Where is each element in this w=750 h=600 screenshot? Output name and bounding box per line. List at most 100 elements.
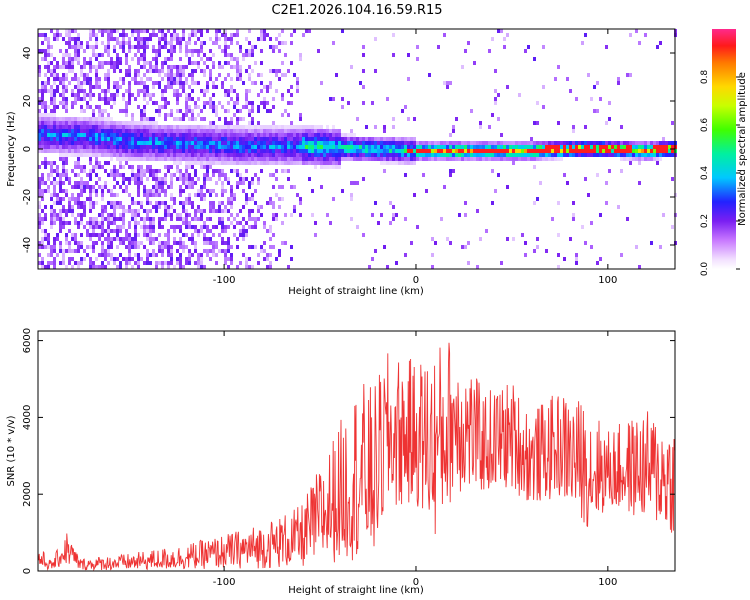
spectrogram-cell	[203, 129, 206, 133]
spectrogram-cell	[95, 201, 98, 205]
spectrogram-cell	[470, 145, 473, 149]
spectrogram-cell	[575, 141, 578, 145]
spectrogram-cell	[59, 197, 62, 201]
spectrogram-cell	[140, 117, 143, 121]
spectrogram-cell	[155, 109, 158, 113]
spectrogram-cell	[650, 157, 653, 161]
spectrogram-cell	[86, 197, 89, 201]
spectrogram-cell	[485, 149, 488, 153]
spectrogram-cell	[563, 257, 566, 261]
spectrogram-cell	[158, 49, 161, 53]
spectrogram-cell	[155, 265, 158, 269]
spectrogram-cell	[263, 137, 266, 141]
spectrogram-cell	[107, 245, 110, 249]
spectrogram-cell	[407, 141, 410, 145]
spectrogram-cell	[110, 169, 113, 173]
spectrogram-cell	[599, 213, 602, 217]
spectrogram-cell	[56, 89, 59, 93]
spectrogram-cell	[101, 241, 104, 245]
spectrogram-cell	[383, 137, 386, 141]
spectrogram-cell	[83, 169, 86, 173]
spectrogram-cell	[191, 237, 194, 241]
spectrogram-cell	[200, 185, 203, 189]
spectrogram-cell	[185, 125, 188, 129]
spectrogram-cell	[335, 145, 338, 149]
spectrogram-cell	[248, 113, 251, 117]
spectrogram-cell	[584, 145, 587, 149]
spectrogram-cell	[554, 149, 557, 153]
spectrogram-cell	[548, 149, 551, 153]
spectrogram-cell	[125, 33, 128, 37]
spectrogram-cell	[71, 233, 74, 237]
spectrogram-cell	[194, 181, 197, 185]
spectrogram-cell	[98, 165, 101, 169]
spectrogram-cell	[257, 105, 260, 109]
spectrogram-cell	[161, 65, 164, 69]
spectrogram-cell	[533, 145, 536, 149]
spectrogram-cell	[488, 49, 491, 53]
spectrogram-cell	[302, 125, 305, 129]
spectrogram-cell	[263, 101, 266, 105]
spectrogram-cell	[194, 69, 197, 73]
spectrogram-cell	[482, 149, 485, 153]
spectrogram-cell	[383, 129, 386, 133]
spectrogram-cell	[62, 101, 65, 105]
spectrogram-cell	[260, 133, 263, 137]
spectrogram-cell	[359, 81, 362, 85]
spectrogram-ytick-label: 0	[22, 146, 33, 152]
spectrogram-cell	[77, 265, 80, 269]
spectrogram-cell	[227, 93, 230, 97]
spectrogram-cell	[146, 189, 149, 193]
spectrogram-cell	[116, 93, 119, 97]
colorbar-tick-label: 0.8	[700, 70, 710, 85]
spectrogram-cell	[173, 201, 176, 205]
spectrogram-cell	[119, 201, 122, 205]
spectrogram-cell	[50, 197, 53, 201]
spectrogram-cell	[131, 121, 134, 125]
spectrogram-cell	[179, 185, 182, 189]
spectrogram-cell	[662, 149, 665, 153]
spectrogram-cell	[98, 133, 101, 137]
spectrogram-cell	[92, 125, 95, 129]
spectrogram-cell	[131, 213, 134, 217]
spectrogram-cell	[344, 145, 347, 149]
spectrogram-cell	[125, 149, 128, 153]
spectrogram-cell	[224, 121, 227, 125]
spectrogram-cell	[383, 125, 386, 129]
spectrogram-cell	[524, 149, 527, 153]
spectrogram-cell	[248, 121, 251, 125]
spectrogram-cell	[80, 125, 83, 129]
spectrogram-cell	[41, 81, 44, 85]
spectrogram-cell	[149, 61, 152, 65]
spectrogram-cell	[95, 73, 98, 77]
spectrogram-cell	[101, 261, 104, 265]
spectrogram-cell	[191, 241, 194, 245]
spectrogram-cell	[239, 181, 242, 185]
spectrogram-cell	[224, 29, 227, 33]
spectrogram-cell	[161, 129, 164, 133]
spectrogram-cell	[410, 137, 413, 141]
spectrogram-cell	[77, 117, 80, 121]
spectrogram-cell	[293, 157, 296, 161]
spectrogram-cell	[488, 153, 491, 157]
spectrogram-cell	[137, 81, 140, 85]
spectrogram-cell	[62, 165, 65, 169]
spectrogram-cell	[110, 253, 113, 257]
spectrogram-cell	[476, 209, 479, 213]
spectrogram-cell	[83, 89, 86, 93]
spectrogram-cell	[71, 185, 74, 189]
spectrogram-cell	[50, 173, 53, 177]
spectrogram-cell	[47, 177, 50, 181]
spectrogram-cell	[476, 265, 479, 269]
spectrogram-cell	[644, 149, 647, 153]
spectrogram-cell	[104, 181, 107, 185]
spectrogram-cell	[278, 137, 281, 141]
spectrogram-cell	[41, 209, 44, 213]
spectrogram-cell	[185, 245, 188, 249]
spectrogram-cell	[377, 145, 380, 149]
spectrogram-cell	[206, 57, 209, 61]
spectrogram-cell	[551, 153, 554, 157]
spectrogram-cell	[83, 49, 86, 53]
spectrogram-cell	[143, 37, 146, 41]
spectrogram-cell	[290, 133, 293, 137]
